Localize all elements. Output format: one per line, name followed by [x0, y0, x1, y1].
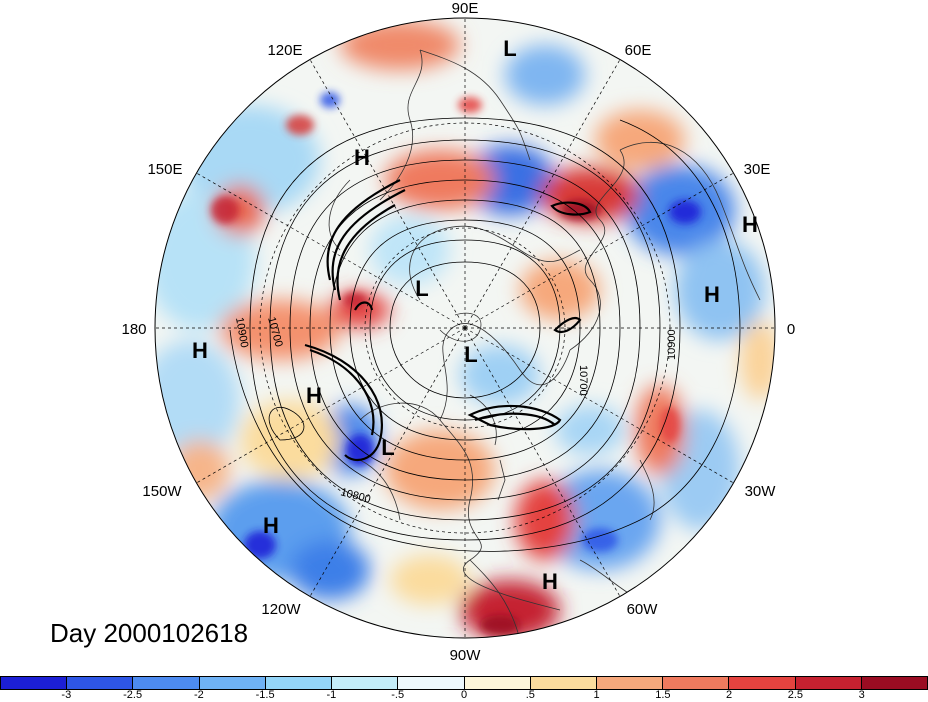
colorbar-tick-label: -3 [61, 689, 72, 701]
colorbar-tick-label: .5 [525, 689, 535, 701]
high-center: H [742, 212, 758, 237]
jet-contours [304, 179, 592, 462]
colorbar-segment [795, 677, 862, 689]
day-title: Day 2000102618 [50, 618, 249, 648]
colorbar-segment [729, 677, 796, 689]
colorbar-segment [861, 677, 928, 689]
colorbar-tick-label: 0 [460, 689, 468, 701]
colorbar-tick-label: 1 [593, 689, 600, 701]
meridian-line [464, 327, 621, 597]
colorbar-segment [332, 677, 399, 689]
colorbar-segment [265, 677, 333, 689]
colorbar-segment [1, 677, 68, 689]
lon-label-30e: 30E [744, 161, 771, 178]
colorbar-tick-label: 2.5 [787, 689, 804, 701]
pressure-centers: L H H H L L H H L H H [192, 36, 758, 594]
lon-label-120w: 120W [261, 601, 301, 618]
contour-label: 10700 [577, 365, 589, 396]
anomaly-field [155, 18, 775, 638]
colorbar-tick-label: 2 [726, 689, 733, 701]
colorbar-segment [199, 677, 266, 689]
high-center: H [354, 145, 370, 170]
colorbar-labels: -3 -2.5 -2 -1.5 -1 -.5 0 .5 1 1.5 2 2.5 3 [0, 689, 928, 702]
lon-label-90w: 90W [450, 647, 482, 664]
lon-label-180: 180 [121, 321, 146, 338]
colorbar-segment [663, 677, 730, 689]
lon-label-120e: 120E [267, 42, 302, 59]
colorbar-tick-label: -.5 [391, 689, 405, 701]
contour-label: 10900 [233, 316, 250, 348]
colorbar-tick-label: 3 [858, 689, 865, 701]
meridian-line [196, 327, 466, 484]
colorbar-tick-label: -2 [194, 689, 204, 701]
meridian-line [464, 172, 734, 329]
map-boundary [154, 17, 776, 639]
meridians [155, 18, 775, 638]
high-center: H [542, 569, 558, 594]
high-center: H [263, 513, 279, 538]
low-center: L [503, 36, 516, 61]
colorbar-segment [464, 677, 531, 689]
colorbar [0, 676, 928, 690]
colorbar-segment [530, 677, 597, 689]
colorbar-tick-label: -1 [326, 689, 337, 701]
meridian-line [196, 172, 466, 329]
meridian-line [464, 327, 734, 484]
contour-label: 10900 [666, 329, 678, 360]
lon-label-30w: 30W [745, 483, 777, 500]
lon-label-150w: 150W [142, 483, 182, 500]
colorbar-segment [596, 677, 664, 689]
meridian-line [464, 59, 621, 329]
low-center: L [464, 342, 477, 367]
high-center: H [306, 383, 322, 408]
lon-label-150e: 150E [147, 161, 182, 178]
polar-map: 10900 10700 10800 10700 10900 90E 60E 30… [121, 0, 795, 664]
lon-label-0: 0 [787, 321, 795, 338]
colorbar-tick-label: -2.5 [123, 689, 143, 701]
low-center: L [415, 276, 428, 301]
meridian-line [309, 59, 466, 329]
colorbar-tick-label: 1.5 [655, 689, 671, 701]
lon-label-60w: 60W [627, 601, 659, 618]
colorbar-segment [67, 677, 134, 689]
colorbar-segment [398, 677, 465, 689]
high-center: H [192, 338, 208, 363]
meridian-line [309, 327, 466, 597]
colorbar-tick-label: -1.5 [255, 689, 275, 701]
high-center: H [704, 282, 720, 307]
lon-label-90e: 90E [452, 0, 479, 17]
low-center: L [381, 435, 394, 460]
longitude-labels: 90E 60E 30E 0 30W 60W 90W 120W 150W 180 … [121, 0, 795, 664]
lon-label-60e: 60E [625, 42, 652, 59]
colorbar-segment [133, 677, 200, 689]
